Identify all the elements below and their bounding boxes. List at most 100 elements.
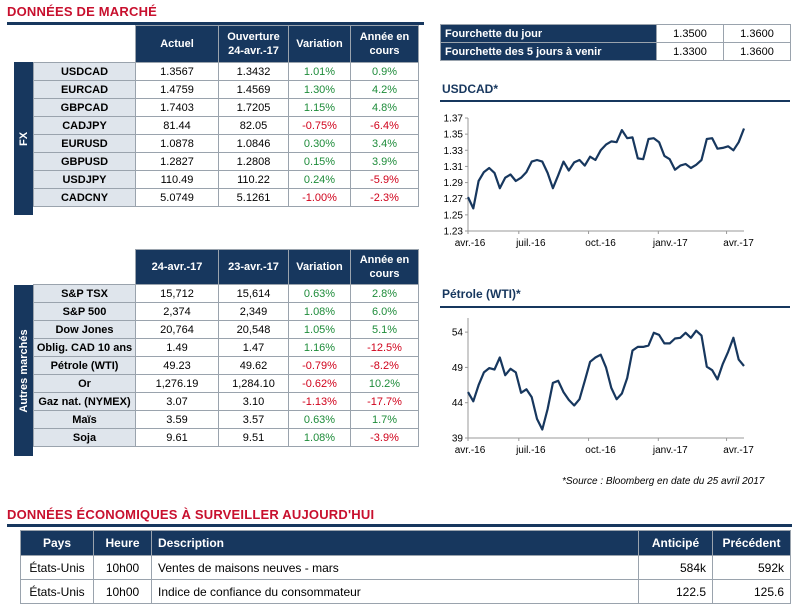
fx-cell-actuel: 5.0749 [135,188,219,207]
other-cell-b: 2,349 [218,302,289,321]
fx-cell-name: CADJPY [33,116,136,135]
wti-title-underline [440,306,790,308]
fx-cell-annee: 0.9% [350,62,419,81]
fx-row: GBPUSD 1.2827 1.2808 0.15% 3.9% [33,152,419,171]
other-row: Soja 9.61 9.51 1.08% -3.9% [33,428,419,447]
fx-header-annee: Année en cours [350,25,419,63]
other-cell-variation: 1.16% [288,338,351,357]
fx-cell-variation: 1.01% [288,62,351,81]
fx-cell-ouverture: 1.0846 [218,134,289,153]
fx-row: USDCAD 1.3567 1.3432 1.01% 0.9% [33,62,419,81]
fx-cell-name: USDCAD [33,62,136,81]
eco-header-precedent: Précédent [712,530,791,556]
other-cell-b: 9.51 [218,428,289,447]
fx-cell-annee: 3.9% [350,152,419,171]
other-cell-name: Or [33,374,136,393]
other-cell-a: 3.07 [135,392,219,411]
other-row: Or 1,276.19 1,284.10 -0.62% 10.2% [33,374,419,393]
range-day-high: 1.3600 [723,24,791,43]
fx-cell-actuel: 110.49 [135,170,219,189]
usdcad-y-tick-label: 1.31 [444,162,464,173]
other-cell-variation: 1.05% [288,320,351,339]
other-header-date1: 24-avr.-17 [135,249,219,285]
eco-cell-pays: États-Unis [20,579,94,604]
other-cell-variation: -1.13% [288,392,351,411]
usdcad-y-tick-label: 1.33 [444,146,464,157]
fx-cell-name: GBPCAD [33,98,136,117]
fx-cell-annee: -2.3% [350,188,419,207]
other-cell-a: 1,276.19 [135,374,219,393]
fx-cell-ouverture: 110.22 [218,170,289,189]
eco-header-description: Description [151,530,639,556]
other-cell-variation: 1.08% [288,302,351,321]
fx-cell-name: USDJPY [33,170,136,189]
usdcad-y-tick-label: 1.23 [444,227,464,238]
other-cell-a: 3.59 [135,410,219,429]
other-cell-a: 9.61 [135,428,219,447]
other-row: Dow Jones 20,764 20,548 1.05% 5.1% [33,320,419,339]
eco-cell-heure: 10h00 [93,555,152,580]
other-row: S&P 500 2,374 2,349 1.08% 6.0% [33,302,419,321]
wti-y-tick-label: 44 [452,398,464,409]
fx-cell-annee: 4.8% [350,98,419,117]
eco-cell-anticipe: 122.5 [638,579,713,604]
eco-row: États-Unis 10h00 Indice de confiance du … [20,579,791,604]
fx-cell-name: EURUSD [33,134,136,153]
usdcad-x-tick-label: juil.-16 [515,238,546,249]
other-cell-annee: -3.9% [350,428,419,447]
usdcad-y-tick-label: 1.35 [444,130,464,141]
other-cell-name: Soja [33,428,136,447]
fx-cell-name: GBPUSD [33,152,136,171]
fx-row: CADJPY 81.44 82.05 -0.75% -6.4% [33,116,419,135]
usdcad-y-tick-label: 1.25 [444,210,464,221]
other-cell-a: 15,712 [135,284,219,303]
wti-y-tick-label: 39 [452,434,464,445]
wti-x-tick-label: juil.-16 [515,445,546,456]
eco-section-title: DONNÉES ÉCONOMIQUES À SURVEILLER AUJOURD… [7,507,375,522]
range-table: Fourchette du jour 1.3500 1.3600 Fourche… [440,24,791,61]
range-5days-high: 1.3600 [723,42,791,61]
usdcad-y-tick-label: 1.27 [444,194,464,205]
other-cell-name: Dow Jones [33,320,136,339]
other-cell-b: 20,548 [218,320,289,339]
wti-chart: 39 44 49 54 avr.-16 juil.-16 oct.-16 janv.-17 av… [452,318,754,456]
fx-cell-variation: 1.30% [288,80,351,99]
wti-x-tick-label: avr.-17 [723,445,754,456]
wti-chart-title: Pétrole (WTI)* [442,287,521,301]
other-cell-name: Maïs [33,410,136,429]
fx-row: GBPCAD 1.7403 1.7205 1.15% 4.8% [33,98,419,117]
other-cell-annee: 6.0% [350,302,419,321]
fx-cell-actuel: 1.4759 [135,80,219,99]
other-cell-a: 20,764 [135,320,219,339]
other-row: S&P TSX 15,712 15,614 0.63% 2.8% [33,284,419,303]
eco-header-anticipe: Anticipé [638,530,713,556]
fx-cell-ouverture: 5.1261 [218,188,289,207]
eco-cell-description: Indice de confiance du consommateur [151,579,639,604]
wti-y-tick-label: 49 [452,363,464,374]
range-row-5days: Fourchette des 5 jours à venir 1.3300 1.… [440,42,791,61]
other-cell-name: S&P TSX [33,284,136,303]
eco-cell-description: Ventes de maisons neuves - mars [151,555,639,580]
wti-series-line [467,329,745,431]
fx-cell-variation: 0.15% [288,152,351,171]
fx-cell-actuel: 1.0878 [135,134,219,153]
other-row: Gaz nat. (NYMEX) 3.07 3.10 -1.13% -17.7% [33,392,419,411]
eco-cell-heure: 10h00 [93,579,152,604]
other-cell-annee: 2.8% [350,284,419,303]
usdcad-x-tick-label: oct.-16 [585,238,616,249]
usdcad-y-tick-label: 1.29 [444,178,464,189]
other-row: Pétrole (WTI) 49.23 49.62 -0.79% -8.2% [33,356,419,375]
other-cell-annee: 10.2% [350,374,419,393]
fx-cell-actuel: 1.3567 [135,62,219,81]
eco-row: États-Unis 10h00 Ventes de maisons neuve… [20,555,791,580]
fx-cell-annee: -6.4% [350,116,419,135]
usdcad-x-tick-label: avr.-16 [455,238,486,249]
fx-cell-annee: 4.2% [350,80,419,99]
other-cell-a: 49.23 [135,356,219,375]
other-cell-b: 49.62 [218,356,289,375]
other-cell-variation: 0.63% [288,410,351,429]
other-cell-a: 2,374 [135,302,219,321]
fx-cell-variation: 1.15% [288,98,351,117]
other-cell-a: 1.49 [135,338,219,357]
range-day-low: 1.3500 [656,24,724,43]
